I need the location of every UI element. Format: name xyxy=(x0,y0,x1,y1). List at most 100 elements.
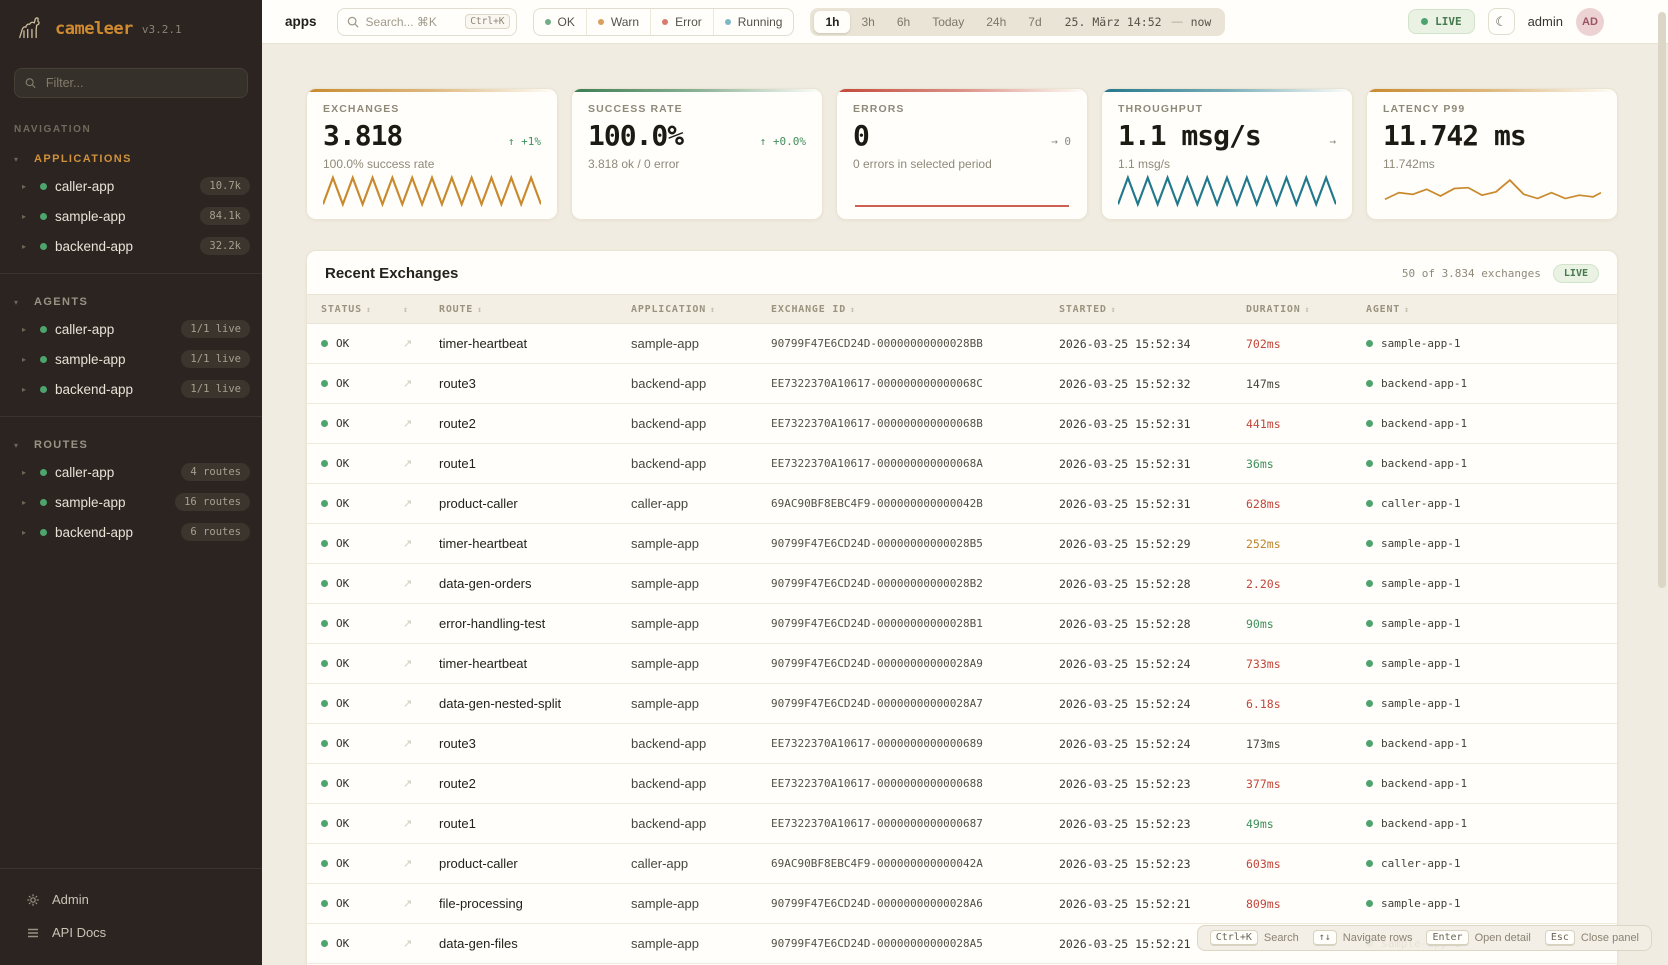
table-row[interactable]: OK ↗ timer-heartbeat sample-app 90799F47E6CD… xyxy=(307,324,1617,364)
sidebar-item-routes-caller-app[interactable]: ▸ caller-app 4 routes xyxy=(0,457,262,487)
trace-link-icon[interactable]: ↗ xyxy=(403,778,413,790)
filter-chip-ok[interactable]: OK xyxy=(534,9,586,35)
avatar[interactable]: AD xyxy=(1576,7,1604,36)
filter-chip-error[interactable]: Error xyxy=(650,8,713,35)
sidebar-footer-api-docs[interactable]: API Docs xyxy=(0,916,262,949)
time-range-7d[interactable]: 7d xyxy=(1028,14,1042,29)
sidebar-item-applications-sample-app[interactable]: ▸ sample-app 84.1k xyxy=(0,201,262,231)
sort-icon: ↕ xyxy=(850,304,856,314)
trace-link-icon[interactable]: ↗ xyxy=(403,498,413,510)
table-row[interactable]: OK ↗ timer-heartbeat sample-app 90799F47E6CD… xyxy=(307,524,1617,564)
agent-dot-icon xyxy=(1366,700,1373,707)
time-range-end[interactable]: now xyxy=(1190,14,1212,29)
search-input[interactable]: Search... ⌘K Ctrl+K xyxy=(336,7,517,36)
live-badge[interactable]: LIVE xyxy=(1408,9,1475,34)
trace-link-icon[interactable]: ↗ xyxy=(403,338,413,350)
time-range-start[interactable]: 25. März 14:52 xyxy=(1064,14,1162,29)
filter-chip-warn[interactable]: Warn xyxy=(585,8,650,35)
time-range-1h[interactable]: 1h xyxy=(814,10,851,33)
sidebar-item-agents-backend-app[interactable]: ▸ backend-app 1/1 live xyxy=(0,374,262,404)
trace-link-icon[interactable]: ↗ xyxy=(403,538,413,550)
table-row[interactable]: OK ↗ route3 backend-app EE7322370A10617-0000… xyxy=(307,364,1617,404)
status-cell: OK xyxy=(321,657,403,670)
time-range-6h[interactable]: 6h xyxy=(896,14,911,29)
time-range-today[interactable]: Today xyxy=(932,14,965,29)
table-row[interactable]: OK ↗ product-caller caller-app 69AC90BF8EBC4… xyxy=(307,844,1617,884)
sidebar-item-agents-caller-app[interactable]: ▸ caller-app 1/1 live xyxy=(0,314,262,344)
card-accent-bar xyxy=(1367,89,1617,92)
stat-card-latency-p99[interactable]: LATENCY P99 11.742 ms 11.742ms xyxy=(1366,88,1618,220)
column-header-exchange-id[interactable]: EXCHANGE ID ↕ xyxy=(771,303,856,315)
trace-link-icon[interactable]: ↗ xyxy=(403,618,413,630)
filter-chip-running[interactable]: Running xyxy=(712,8,794,35)
stat-card-errors[interactable]: ERRORS 0 → 0 0 errors in selected period xyxy=(836,88,1088,220)
route-cell: route3 xyxy=(439,376,476,391)
trace-link-icon[interactable]: ↗ xyxy=(403,858,413,870)
card-subtitle: 0 errors in selected period xyxy=(853,157,992,171)
table-row[interactable]: OK ↗ error-handling-test sample-app 90799F47… xyxy=(307,604,1617,644)
table-row[interactable]: OK ↗ route1 backend-app EE7322370A10617-0000… xyxy=(307,444,1617,484)
status-dot-icon xyxy=(321,580,328,587)
trace-link-icon[interactable]: ↗ xyxy=(403,898,413,910)
search-placeholder: Search... ⌘K xyxy=(365,14,437,29)
table-row[interactable]: OK ↗ data-gen-nested-split sample-app 90799F… xyxy=(307,684,1617,724)
item-badge: 1/1 live xyxy=(181,350,250,368)
table-row[interactable]: OK ↗ product-caller caller-app 69AC90BF8EBC4… xyxy=(307,484,1617,524)
column-header-status[interactable]: STATUS ↕ xyxy=(321,303,372,315)
nav-section-agents[interactable]: ▾ AGENTS xyxy=(0,286,262,314)
sidebar-item-routes-backend-app[interactable]: ▸ backend-app 6 routes xyxy=(0,517,262,547)
stat-card-success-rate[interactable]: SUCCESS RATE 100.0% ↑ +0.0% 3.818 ok / 0 er… xyxy=(571,88,823,220)
column-header-started[interactable]: STARTED ↕ xyxy=(1059,303,1117,315)
nav-section-routes[interactable]: ▾ ROUTES xyxy=(0,429,262,457)
sidebar-nav: ▾ APPLICATIONS ▸ caller-app 10.7k ▸ sample-app… xyxy=(0,139,262,868)
column-header-agent[interactable]: AGENT ↕ xyxy=(1366,303,1410,315)
status-cell: OK xyxy=(321,697,403,710)
sparkline xyxy=(854,205,1070,207)
trace-link-icon[interactable]: ↗ xyxy=(403,458,413,470)
trace-link-icon[interactable]: ↗ xyxy=(403,738,413,750)
column-header-trace[interactable]: ↕ xyxy=(403,305,439,314)
card-accent-bar xyxy=(572,89,822,92)
trace-link-icon[interactable]: ↗ xyxy=(403,818,413,830)
filter-input[interactable] xyxy=(43,75,237,91)
table-row[interactable]: OK ↗ route2 backend-app EE7322370A10617-0000… xyxy=(307,764,1617,804)
agent-dot-icon xyxy=(1366,900,1373,907)
table-row[interactable]: OK ↗ route2 backend-app EE7322370A10617-0000… xyxy=(307,404,1617,444)
duration-cell: 2.20s xyxy=(1246,576,1281,591)
duration-cell: 173ms xyxy=(1246,736,1281,751)
trace-link-icon[interactable]: ↗ xyxy=(403,698,413,710)
sidebar-footer-admin[interactable]: Admin xyxy=(0,883,262,916)
kbd-key: ↑↓ xyxy=(1312,930,1337,946)
table-row[interactable]: OK ↗ timer-heartbeat sample-app 90799F47E6CD… xyxy=(307,644,1617,684)
scrollbar[interactable] xyxy=(1658,12,1666,588)
time-range-3h[interactable]: 3h xyxy=(861,14,875,29)
trace-link-icon[interactable]: ↗ xyxy=(403,578,413,590)
sidebar-item-routes-sample-app[interactable]: ▸ sample-app 16 routes xyxy=(0,487,262,517)
sidebar-item-applications-backend-app[interactable]: ▸ backend-app 32.2k xyxy=(0,231,262,261)
time-range-24h[interactable]: 24h xyxy=(986,14,1007,29)
trace-link-icon[interactable]: ↗ xyxy=(403,658,413,670)
duration-cell: 441ms xyxy=(1246,416,1281,431)
column-header-application[interactable]: APPLICATION ↕ xyxy=(631,303,716,315)
stat-card-throughput[interactable]: THROUGHPUT 1.1 msg/s → 1.1 msg/s xyxy=(1101,88,1353,220)
sidebar-item-agents-sample-app[interactable]: ▸ sample-app 1/1 live xyxy=(0,344,262,374)
stat-card-exchanges[interactable]: EXCHANGES 3.818 ↑ +1% 100.0% success rate xyxy=(306,88,558,220)
nav-section-applications[interactable]: ▾ APPLICATIONS xyxy=(0,143,262,171)
sidebar-filter[interactable] xyxy=(14,68,248,98)
trace-link-icon[interactable]: ↗ xyxy=(403,418,413,430)
sidebar-item-applications-caller-app[interactable]: ▸ caller-app 10.7k xyxy=(0,171,262,201)
table-row[interactable]: OK ↗ file-processing sample-app 90799F47E6CD… xyxy=(307,884,1617,924)
column-header-duration[interactable]: DURATION ↕ xyxy=(1246,303,1311,315)
chevron-right-icon: ▸ xyxy=(22,527,27,537)
status-dot-icon xyxy=(321,500,328,507)
trace-link-icon[interactable]: ↗ xyxy=(403,378,413,390)
table-row[interactable]: OK ↗ route3 backend-app EE7322370A10617-0000… xyxy=(307,724,1617,764)
trace-link-icon[interactable]: ↗ xyxy=(403,938,413,950)
item-label: backend-app xyxy=(55,381,134,397)
table-row[interactable]: OK ↗ data-gen-orders sample-app 90799F47E6CD… xyxy=(307,564,1617,604)
table-row[interactable]: OK ↗ route1 backend-app EE7322370A10617-0000… xyxy=(307,804,1617,844)
time-range-separator: — xyxy=(1171,15,1183,28)
column-header-route[interactable]: ROUTE ↕ xyxy=(439,303,483,315)
theme-toggle-button[interactable]: ☾ xyxy=(1487,8,1515,35)
